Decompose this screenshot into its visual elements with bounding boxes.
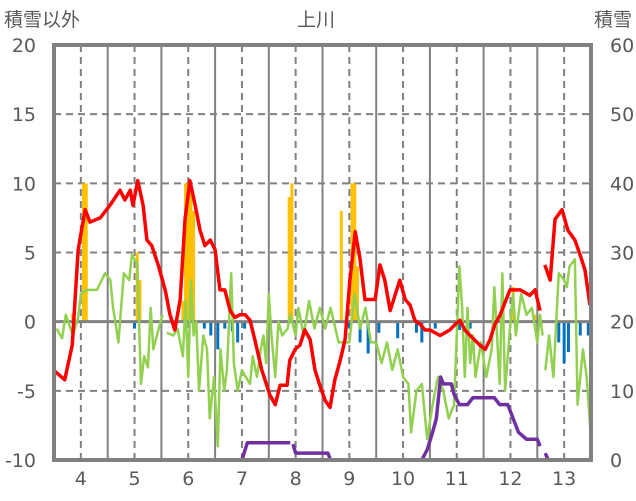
precip-bar [181,300,185,322]
left-tick-label: 0 [24,312,36,334]
x-tick-label: 4 [75,468,87,490]
x-tick-label: 12 [498,468,522,490]
x-tick-label: 11 [445,468,469,490]
negative-bar [358,321,362,343]
negative-bar [562,321,566,364]
negative-bar [566,321,570,353]
negative-bar [557,321,561,343]
left-tick-label: 5 [24,243,36,265]
negative-bar [347,321,351,329]
negative-bar [420,321,424,343]
precip-bar [82,183,86,322]
precip-bar [138,280,142,322]
negative-bar [236,321,240,343]
negative-bar [433,321,437,329]
left-tick-label: 10 [12,173,36,195]
negative-bar [366,321,370,354]
precip-bar [192,211,196,322]
right-tick-label: 20 [610,312,634,334]
right-tick-label: 30 [610,243,634,265]
x-tick-label: 5 [129,468,141,490]
chart-title: 上川 [297,9,335,31]
precip-bar [290,183,294,322]
x-tick-label: 13 [552,468,576,490]
series-green-line [166,265,544,448]
right-tick-label: 0 [610,450,622,472]
negative-bar [243,321,247,329]
negative-bar [216,321,220,350]
x-tick-label: 9 [343,468,355,490]
precip-bar [189,183,193,322]
right-tick-label: 10 [610,381,634,403]
negative-bar [209,321,213,336]
negative-bar [396,321,400,339]
series-red-line [543,207,592,306]
x-tick-label: 10 [391,468,415,490]
plot-frame [52,43,593,462]
x-tick-label: 8 [290,468,302,490]
precip-bar [84,183,88,322]
negative-bar [414,321,418,333]
right-tick-label: 60 [610,35,634,57]
negative-bar [223,321,227,329]
left-tick-label: 15 [12,104,36,126]
series-green-line [55,254,164,386]
precip-bar [184,183,188,322]
left-tick-label: -10 [5,450,36,472]
negative-bar [586,321,590,336]
left-axis-title: 積雪以外 [4,9,80,31]
left-tick-label: 20 [12,35,36,57]
precip-bar [186,183,190,322]
right-tick-label: 50 [610,104,634,126]
series-snow-depth-line [54,440,291,462]
negative-bar [457,321,461,330]
negative-bar [468,321,472,329]
precip-bar [287,197,291,322]
negative-bar [377,321,381,333]
precip-bar [339,211,343,322]
precip-bar [353,183,357,322]
series-red-line [53,178,542,410]
negative-bar [202,321,206,329]
right-axis-title: 積雪 [594,9,632,31]
x-tick-label: 6 [182,468,194,490]
precip-bar [355,266,359,322]
negative-bar [133,321,137,329]
negative-bar [578,321,582,336]
series-green-line [544,258,593,440]
x-tick-label: 7 [236,468,248,490]
right-tick-label: 40 [610,173,634,195]
left-tick-label: -5 [17,381,36,403]
